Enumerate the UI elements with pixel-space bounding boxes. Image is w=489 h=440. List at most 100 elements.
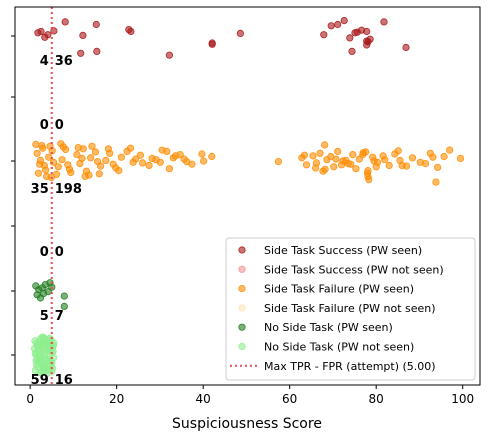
data-point — [346, 34, 354, 42]
data-point — [429, 153, 437, 161]
legend-label: Side Task Failure (PW seen) — [264, 283, 414, 296]
legend-marker — [238, 342, 246, 351]
data-point — [302, 161, 311, 169]
data-point — [95, 170, 103, 178]
data-point — [33, 149, 41, 157]
legend-marker — [238, 323, 246, 331]
data-point — [311, 164, 320, 172]
data-point — [85, 171, 93, 179]
data-point — [145, 161, 153, 170]
data-point — [394, 147, 402, 155]
data-point — [127, 27, 135, 36]
legend-marker — [238, 246, 246, 254]
count-label-right: 7 — [55, 309, 64, 324]
data-point — [46, 279, 54, 287]
data-point — [60, 302, 68, 310]
data-point — [102, 156, 110, 164]
data-point — [183, 158, 191, 166]
data-point — [67, 168, 75, 177]
data-point — [334, 147, 342, 155]
data-point — [132, 155, 140, 163]
data-point — [340, 16, 348, 25]
data-point — [54, 163, 62, 171]
count-label-left: 35 — [31, 182, 49, 197]
data-point — [330, 163, 338, 171]
legend-label: Side Task Failure (PW not seen) — [264, 302, 436, 315]
data-point — [380, 18, 388, 26]
data-point — [416, 158, 424, 166]
data-point — [348, 47, 356, 56]
legend-marker — [238, 265, 246, 273]
data-point — [32, 140, 40, 148]
data-point — [109, 160, 117, 168]
data-point — [320, 31, 328, 39]
legend-label: Max TPR - FPR (attempt) (5.00) — [264, 360, 436, 373]
data-point — [359, 151, 367, 159]
data-point — [87, 154, 95, 162]
count-label-left: 5 — [40, 309, 49, 324]
count-label-right: 0 — [55, 245, 64, 260]
data-point — [163, 147, 171, 155]
data-point — [78, 154, 86, 162]
data-point — [64, 161, 72, 169]
legend-items: Side Task Success (PW seen) Side Task Suc… — [230, 244, 444, 373]
data-point — [38, 361, 46, 369]
data-point — [198, 150, 206, 158]
data-point — [363, 27, 371, 36]
data-point — [365, 176, 373, 184]
data-point — [104, 145, 113, 153]
data-point — [321, 165, 329, 173]
legend-marker — [238, 304, 246, 312]
data-point — [36, 156, 45, 164]
data-point — [156, 158, 164, 166]
legend-label: No Side Task (PW not seen) — [264, 341, 414, 354]
legend-label: Side Task Success (PW not seen) — [264, 263, 444, 276]
legend-box — [225, 237, 476, 381]
data-point — [176, 151, 184, 159]
x-tick-label: 20 — [109, 392, 124, 406]
data-point — [61, 18, 69, 26]
data-points — [30, 16, 465, 378]
data-point — [139, 159, 147, 167]
count-label-right: 198 — [55, 182, 82, 197]
data-point — [136, 151, 144, 159]
data-point — [342, 156, 350, 164]
data-point — [327, 22, 335, 30]
data-point — [36, 294, 45, 302]
data-point — [349, 151, 357, 159]
data-point — [402, 43, 410, 52]
legend-marker — [238, 284, 246, 293]
legend-label: Side Task Success (PW seen) — [264, 244, 422, 257]
data-point — [91, 148, 100, 156]
data-point — [381, 156, 389, 164]
data-point — [34, 169, 43, 177]
x-tick-label: 100 — [451, 392, 474, 406]
x-tick-label: 0 — [26, 392, 34, 406]
data-point — [208, 152, 216, 161]
data-point — [58, 156, 66, 164]
data-point — [126, 144, 135, 152]
data-point — [347, 160, 355, 168]
data-point — [334, 20, 342, 29]
count-label-left: 0 — [40, 245, 49, 260]
data-point — [432, 178, 440, 186]
y-axis — [11, 35, 15, 356]
data-point — [165, 51, 173, 59]
data-point — [321, 141, 329, 149]
data-point — [74, 144, 82, 152]
count-label-left: 4 — [40, 54, 49, 69]
data-point — [200, 157, 208, 165]
data-point — [44, 31, 52, 39]
data-point — [40, 161, 49, 170]
data-point — [37, 27, 45, 36]
data-point — [115, 167, 123, 175]
legend-label: No Side Task (PW seen) — [264, 321, 393, 334]
data-point — [208, 40, 216, 48]
x-axis: 0 20 40 60 80 100 — [26, 385, 474, 406]
data-point — [316, 149, 324, 157]
data-point — [165, 165, 173, 173]
data-point — [372, 163, 380, 171]
data-point — [60, 292, 68, 300]
